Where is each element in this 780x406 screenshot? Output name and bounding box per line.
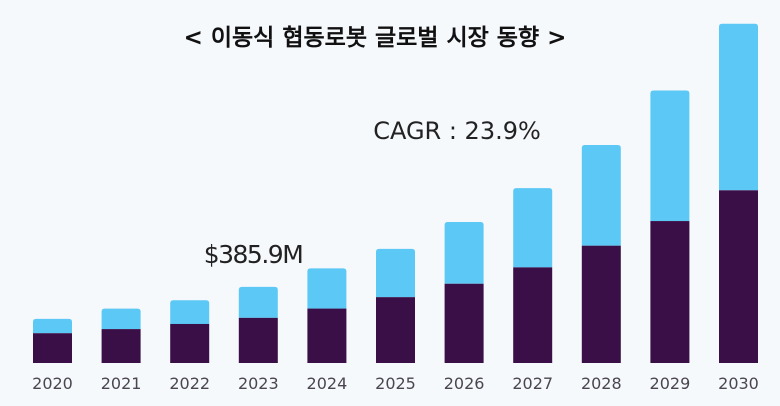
x-tick-2026: 2026 (444, 374, 485, 393)
bar-bottom-2023 (238, 317, 278, 363)
bar-top-2024 (307, 268, 347, 309)
annotation-2023-value: $385.9M (204, 240, 303, 269)
bar-top-2025 (376, 248, 415, 298)
bar-bottom-2024 (307, 308, 347, 363)
bar-bottom-2026 (444, 283, 484, 363)
bar-top-2026 (444, 222, 484, 284)
bar-bottom-2029 (650, 221, 690, 363)
x-axis-ticks: 2020 2021 2022 2023 2024 2025 2026 2027 2028 2029… (32, 374, 759, 393)
bar-top-2027 (513, 188, 553, 268)
x-tick-2024: 2024 (307, 374, 348, 393)
bar-top-2023 (238, 286, 278, 318)
bar-bottom-2020 (33, 333, 72, 363)
bar-bottom-2027 (513, 267, 553, 363)
bar-bottom-2022 (170, 323, 210, 363)
bar-top-2021 (101, 308, 141, 330)
x-tick-2027: 2027 (512, 374, 553, 393)
x-tick-2020: 2020 (32, 374, 73, 393)
x-tick-2029: 2029 (650, 374, 691, 393)
bar-bottom-2030 (719, 190, 758, 363)
bar-bottom-2025 (376, 297, 415, 363)
x-tick-2028: 2028 (581, 374, 622, 393)
bar-top-2030 (719, 23, 758, 191)
x-tick-2022: 2022 (169, 374, 210, 393)
bars-group (33, 23, 758, 363)
x-tick-2021: 2021 (101, 374, 142, 393)
bar-top-2028 (581, 144, 621, 246)
x-tick-2030: 2030 (718, 374, 759, 393)
bar-top-2020 (33, 318, 72, 334)
x-tick-2023: 2023 (238, 374, 279, 393)
annotation-cagr: CAGR : 23.9% (373, 117, 541, 145)
chart-title: < 이동식 협동로봇 글로벌 시장 동향 > (184, 25, 567, 51)
bar-bottom-2028 (581, 245, 621, 363)
bar-bottom-2021 (101, 329, 141, 363)
bar-top-2029 (650, 90, 690, 222)
x-tick-2025: 2025 (375, 374, 416, 393)
bar-top-2022 (170, 300, 210, 324)
